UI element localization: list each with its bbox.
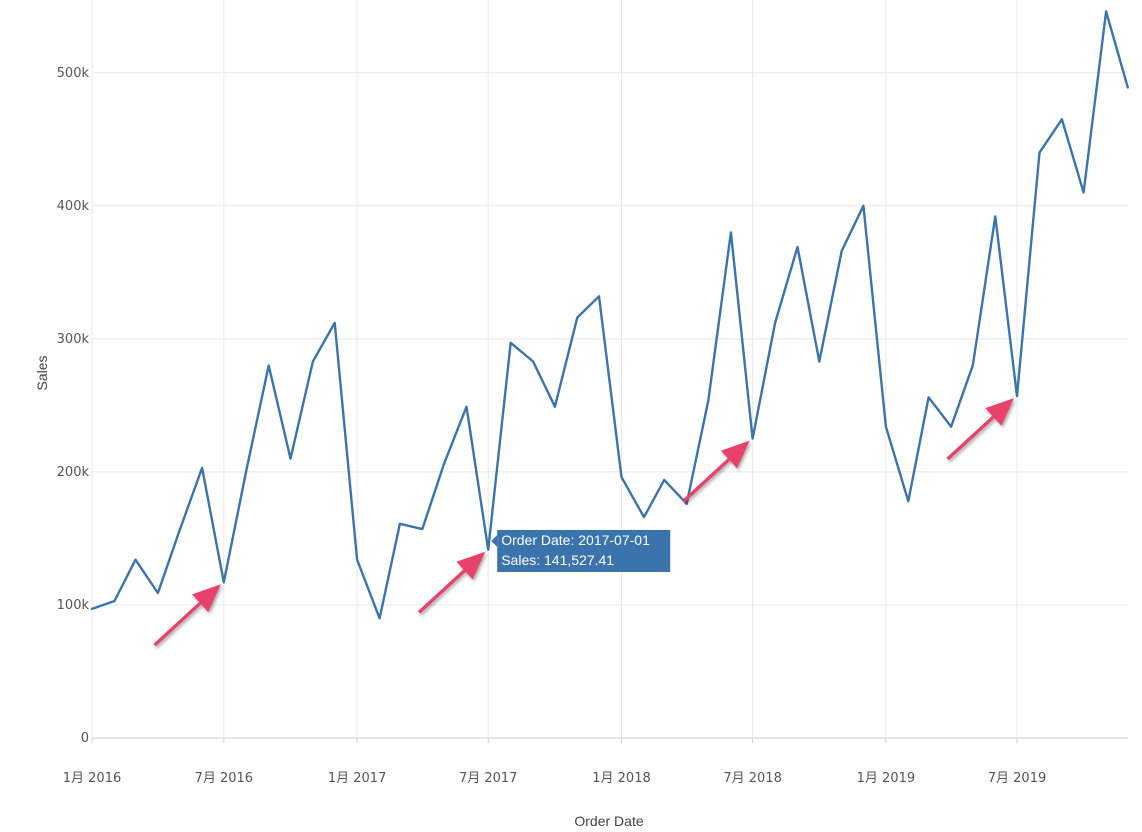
data-point <box>397 521 402 526</box>
tooltip: Order Date: 2017-07-01 Sales: 141,527.41 <box>491 530 671 572</box>
x-tick-label: 1月 2019 <box>857 771 916 786</box>
y-tick-label: 400k <box>57 199 90 214</box>
data-point <box>377 616 382 621</box>
data-point <box>155 590 160 595</box>
tooltip-pointer <box>491 535 498 547</box>
x-axis: 1月 2016 7月 2016 1月 2017 7月 2017 1月 2018 7月 20… <box>63 738 1047 786</box>
data-point <box>531 359 536 364</box>
data-point <box>1081 190 1086 195</box>
data-point <box>773 320 778 325</box>
data-point <box>552 404 557 409</box>
data-point <box>1059 117 1064 122</box>
x-tick-label: 1月 2018 <box>592 771 651 786</box>
y-tick-label: 300k <box>57 332 90 347</box>
data-point <box>332 320 337 325</box>
tooltip-sales: Sales: 141,527.41 <box>501 552 614 568</box>
data-point <box>641 515 646 520</box>
data-point <box>575 315 580 320</box>
tooltip-order-date: Order Date: 2017-07-01 <box>501 532 650 548</box>
x-axis-title: Order Date <box>574 813 643 829</box>
series-line <box>90 10 1130 620</box>
data-point <box>288 456 293 461</box>
data-point <box>133 557 138 562</box>
data-point <box>728 230 733 235</box>
data-point <box>970 363 975 368</box>
data-point <box>1037 150 1042 155</box>
tooltip-box <box>497 530 671 572</box>
data-point <box>244 468 249 473</box>
data-point <box>861 203 866 208</box>
y-axis: 0 100k 200k 300k 400k 500k <box>57 66 90 746</box>
data-point <box>795 245 800 250</box>
data-point <box>993 214 998 219</box>
y-axis-title: Sales <box>34 355 50 390</box>
data-point <box>266 363 271 368</box>
data-point <box>508 340 513 345</box>
data-point <box>906 499 911 504</box>
data-point <box>817 359 822 364</box>
data-point <box>750 436 755 441</box>
annotation-arrow <box>153 584 221 647</box>
x-tick-label: 7月 2019 <box>988 771 1047 786</box>
x-tick-label: 1月 2016 <box>63 771 122 786</box>
x-tick-label: 7月 2018 <box>723 771 782 786</box>
data-point <box>486 547 491 552</box>
x-tick-label: 7月 2016 <box>195 771 254 786</box>
data-point <box>706 398 711 403</box>
data-points <box>90 9 1131 621</box>
data-point <box>597 294 602 299</box>
annotation-arrow <box>417 551 486 614</box>
data-point <box>90 606 95 611</box>
data-point <box>1125 85 1130 90</box>
data-point <box>926 395 931 400</box>
y-tick-label: 100k <box>57 598 90 613</box>
data-point <box>177 528 182 533</box>
annotation-arrow <box>946 398 1014 461</box>
data-point <box>464 404 469 409</box>
data-point <box>883 424 888 429</box>
data-point <box>355 557 360 562</box>
y-tick-label: 500k <box>57 66 90 81</box>
data-point <box>442 461 447 466</box>
data-point <box>949 424 954 429</box>
annotation-arrow <box>682 440 750 503</box>
y-tick-label: 200k <box>57 465 90 480</box>
series-line-group <box>90 10 1130 620</box>
data-point <box>221 580 226 585</box>
data-point <box>420 527 425 532</box>
x-tick-label: 7月 2017 <box>459 771 518 786</box>
data-point <box>662 477 667 482</box>
data-point <box>1015 394 1020 399</box>
gridlines <box>91 0 1128 739</box>
data-point <box>839 249 844 254</box>
data-point <box>200 465 205 470</box>
data-point <box>1104 9 1109 14</box>
annotation-arrows <box>153 398 1014 647</box>
y-tick-label: 0 <box>81 731 89 746</box>
data-point <box>310 359 315 364</box>
data-point <box>619 475 624 480</box>
data-point <box>112 598 117 603</box>
x-tick-label: 1月 2017 <box>328 771 387 786</box>
